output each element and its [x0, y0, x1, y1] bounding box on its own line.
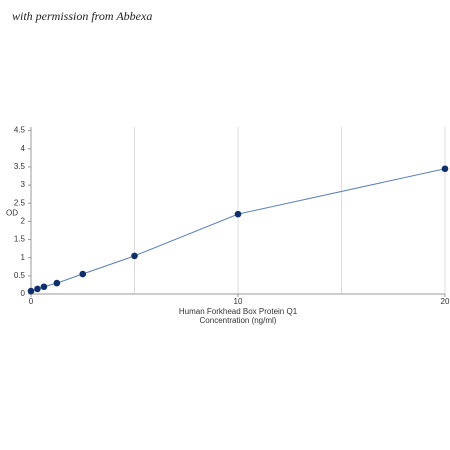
data-point [34, 285, 41, 293]
x-axis-label: Concentration (ng/ml) [200, 316, 277, 325]
y-tick-label: 0.5 [14, 271, 26, 280]
y-tick-label: 2.5 [14, 198, 26, 207]
x-tick-label: 20 [441, 297, 450, 306]
y-axis-label: OD [6, 209, 18, 218]
data-point [131, 252, 138, 260]
y-tick-label: 0 [21, 289, 26, 298]
x-tick-label: 10 [234, 297, 243, 306]
x-axis-label: Human Forkhead Box Protein Q1 [179, 307, 298, 316]
data-point [40, 283, 48, 291]
watermark: with permission from Abbexa [12, 9, 152, 23]
data-point [441, 165, 449, 173]
y-tick-label: 3.5 [14, 162, 26, 171]
y-tick-label: 4 [21, 144, 26, 153]
data-point [79, 270, 87, 278]
y-tick-label: 2 [21, 217, 26, 226]
x-tick-label: 0 [29, 297, 34, 306]
y-tick-label: 1.5 [14, 235, 26, 244]
data-point [27, 287, 35, 295]
data-point [53, 279, 61, 287]
y-tick-label: 4.5 [14, 126, 26, 135]
y-tick-label: 3 [21, 180, 26, 189]
y-tick-label: 1 [21, 253, 26, 262]
data-point [234, 210, 242, 218]
